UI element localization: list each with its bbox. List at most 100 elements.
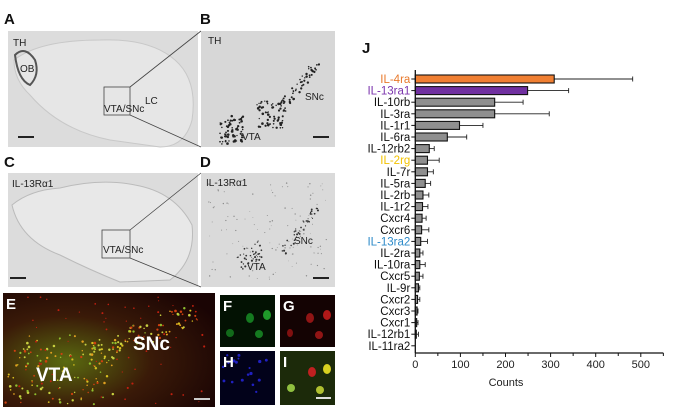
cell-dot bbox=[322, 189, 324, 191]
cell-dot bbox=[300, 230, 302, 232]
cell-dot bbox=[212, 207, 214, 209]
bar-il-2rb bbox=[414, 190, 424, 200]
cell-dot bbox=[281, 127, 284, 129]
bar-il-1r1 bbox=[414, 120, 461, 130]
cell-dot bbox=[302, 83, 305, 86]
cell-dot bbox=[118, 347, 122, 350]
cell-dot bbox=[258, 359, 262, 364]
cell-dot bbox=[308, 68, 310, 70]
cell-dot bbox=[241, 125, 244, 129]
cell-dot bbox=[316, 209, 320, 212]
bar-il-5ra bbox=[414, 178, 426, 188]
cell-dot bbox=[310, 66, 312, 69]
x-tick-label: 400 bbox=[587, 359, 605, 371]
category-label: IL-4ra bbox=[380, 74, 411, 86]
cell-dot bbox=[284, 207, 286, 209]
cell-dot bbox=[39, 296, 42, 299]
cell-dot bbox=[259, 256, 261, 258]
cell-dot bbox=[19, 357, 21, 359]
cell-dot bbox=[318, 63, 320, 65]
cell-dot bbox=[71, 399, 74, 402]
cell-dot bbox=[203, 345, 206, 348]
cell-dot bbox=[208, 275, 211, 277]
cell-dot bbox=[226, 229, 228, 231]
cell-dot bbox=[170, 346, 172, 348]
cell-dot bbox=[139, 325, 142, 329]
panel-g: G bbox=[280, 295, 335, 347]
cell-dot bbox=[160, 363, 162, 365]
cell-dot bbox=[275, 249, 277, 251]
cell-dot bbox=[98, 362, 101, 365]
cell-dot bbox=[9, 389, 12, 391]
cell-dot bbox=[66, 402, 69, 405]
bar-il-1r2 bbox=[414, 202, 424, 212]
bar-il-2ra bbox=[414, 248, 421, 258]
cell-dot bbox=[275, 272, 277, 274]
cell-dot bbox=[95, 360, 98, 363]
cell-dot bbox=[298, 90, 301, 94]
cell-dot bbox=[256, 241, 259, 243]
cell-dot bbox=[315, 207, 318, 210]
cell-dot bbox=[245, 258, 247, 261]
cell-dot bbox=[165, 333, 168, 336]
cell-dot bbox=[133, 307, 135, 310]
cell-dot bbox=[253, 253, 255, 256]
bar-cxcr4 bbox=[414, 213, 423, 223]
x-tick-label: 500 bbox=[632, 359, 650, 371]
cell-dot bbox=[254, 252, 256, 255]
cell-dot bbox=[59, 356, 62, 359]
cell-dot bbox=[162, 324, 164, 327]
cell-dot bbox=[300, 87, 303, 90]
cell-dot bbox=[286, 239, 289, 242]
cell-dot bbox=[303, 229, 306, 231]
cell-dot bbox=[36, 384, 39, 387]
cell-dot bbox=[84, 343, 87, 346]
cell-dot bbox=[209, 202, 211, 204]
cell-dot bbox=[65, 317, 67, 320]
cell-dot bbox=[316, 207, 319, 210]
cell-dot bbox=[272, 192, 274, 194]
cell-dot bbox=[37, 365, 40, 368]
cell-dot bbox=[275, 126, 278, 129]
cell-dot bbox=[307, 217, 309, 220]
cell-dot bbox=[27, 345, 31, 349]
zoom-line bbox=[129, 172, 202, 231]
cell-dot bbox=[219, 140, 221, 143]
cell-dot bbox=[290, 96, 293, 99]
cell-dot bbox=[316, 63, 318, 66]
cell-dot bbox=[73, 391, 76, 394]
cell-dot bbox=[258, 102, 260, 105]
cell-dot bbox=[235, 229, 237, 232]
cell-dot bbox=[323, 267, 325, 270]
cell-dot bbox=[256, 104, 258, 106]
cell-dot bbox=[230, 114, 234, 118]
x-tick-label: 300 bbox=[541, 359, 559, 371]
cell-dot bbox=[117, 334, 120, 337]
cell-dot bbox=[240, 261, 243, 263]
cell-dot bbox=[244, 218, 246, 220]
cell-dot bbox=[70, 392, 74, 396]
cell-dot bbox=[245, 254, 248, 257]
cell-dot bbox=[40, 362, 43, 365]
cell-dot bbox=[8, 385, 12, 388]
cell-dot bbox=[320, 253, 322, 255]
cell-dot bbox=[294, 213, 296, 215]
cell-dot bbox=[77, 376, 79, 379]
cell-dot bbox=[272, 126, 274, 129]
cell-dot bbox=[98, 338, 101, 341]
cell-dot bbox=[144, 332, 146, 334]
cell-dot bbox=[165, 331, 168, 333]
cell-dot bbox=[227, 119, 229, 122]
cell-dot bbox=[275, 104, 277, 107]
cell-dot bbox=[93, 350, 96, 353]
cell-dot bbox=[174, 309, 177, 313]
panel-a-region-vta-snc: VTA/SNc bbox=[104, 104, 144, 115]
cell-dot bbox=[237, 353, 241, 357]
cell-dot bbox=[133, 325, 135, 327]
cell-dot bbox=[221, 126, 223, 129]
cell-dot bbox=[35, 340, 38, 343]
cell-dot bbox=[252, 270, 254, 272]
cell-dot bbox=[134, 368, 136, 371]
cell-dot bbox=[295, 219, 297, 221]
cell-dot bbox=[266, 100, 269, 103]
